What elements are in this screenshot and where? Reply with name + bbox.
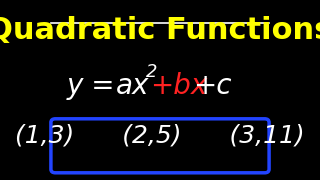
Text: y =: y = <box>67 72 124 100</box>
Text: +bx: +bx <box>150 72 207 100</box>
Text: (1,3)      (2,5)      (3,11): (1,3) (2,5) (3,11) <box>15 123 305 147</box>
Text: Quadratic Functions: Quadratic Functions <box>0 16 320 45</box>
Text: 2: 2 <box>146 63 157 81</box>
Text: ax: ax <box>116 72 149 100</box>
Text: +c: +c <box>193 72 232 100</box>
FancyBboxPatch shape <box>51 119 269 173</box>
